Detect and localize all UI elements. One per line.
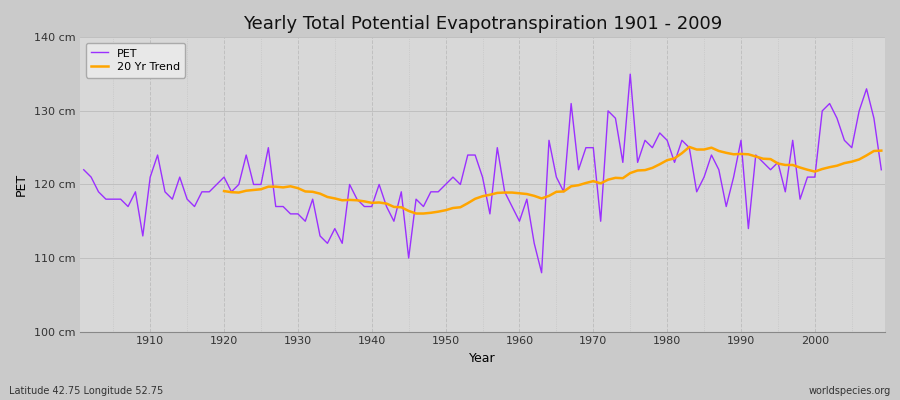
- Line: PET: PET: [84, 74, 881, 273]
- 20 Yr Trend: [426, 210, 436, 215]
- Line: 20 Yr Trend: 20 Yr Trend: [224, 147, 881, 214]
- 20 Yr Trend: [307, 190, 318, 194]
- Legend: PET, 20 Yr Trend: PET, 20 Yr Trend: [86, 43, 185, 78]
- Text: Latitude 42.75 Longitude 52.75: Latitude 42.75 Longitude 52.75: [9, 386, 163, 396]
- PET: [300, 219, 310, 224]
- 20 Yr Trend: [876, 148, 886, 153]
- 20 Yr Trend: [795, 165, 806, 170]
- PET: [344, 182, 355, 187]
- PET: [78, 167, 89, 172]
- PET: [610, 116, 621, 121]
- 20 Yr Trend: [684, 144, 695, 149]
- 20 Yr Trend: [691, 147, 702, 152]
- Title: Yearly Total Potential Evapotranspiration 1901 - 2009: Yearly Total Potential Evapotranspiratio…: [243, 15, 722, 33]
- 20 Yr Trend: [780, 162, 791, 167]
- PET: [514, 219, 525, 224]
- PET: [507, 204, 517, 209]
- 20 Yr Trend: [219, 189, 230, 194]
- PET: [536, 270, 547, 275]
- PET: [625, 72, 635, 76]
- PET: [138, 234, 148, 238]
- Y-axis label: PET: PET: [15, 173, 28, 196]
- 20 Yr Trend: [410, 211, 421, 216]
- X-axis label: Year: Year: [469, 352, 496, 365]
- PET: [876, 167, 886, 172]
- Text: worldspecies.org: worldspecies.org: [809, 386, 891, 396]
- 20 Yr Trend: [861, 153, 872, 158]
